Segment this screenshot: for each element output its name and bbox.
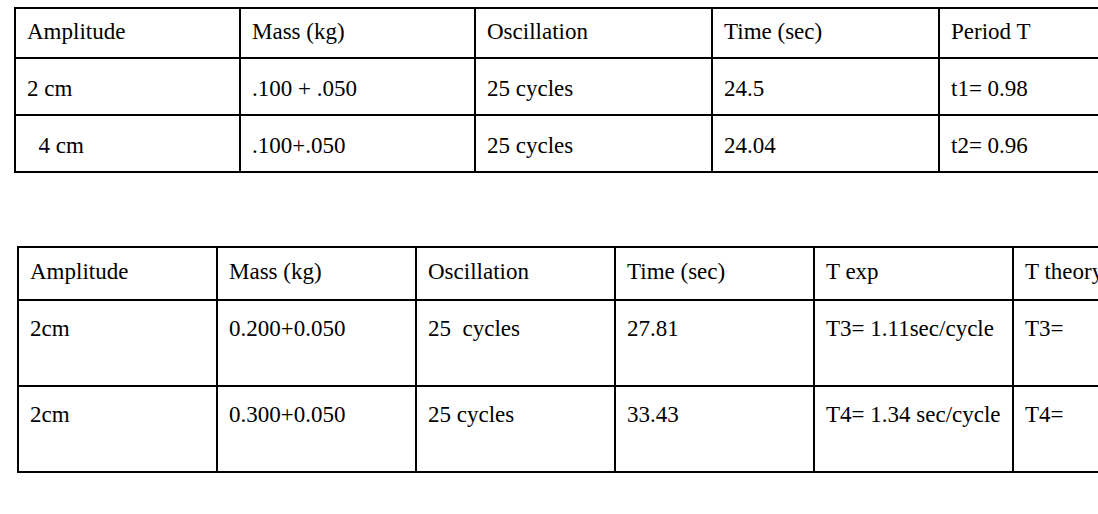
document-page: Amplitude Mass (kg) Oscillation Time (se… <box>0 0 1098 514</box>
table2-header-row: Amplitude Mass (kg) Oscillation Time (se… <box>18 247 1098 300</box>
oscillation-cell: 25 cycles <box>416 300 615 386</box>
t-theory-cell: T4= <box>1013 386 1098 472</box>
table-row: 4 cm .100+.050 25 cycles 24.04 t2= 0.96 <box>15 115 1098 172</box>
column-header-oscillation: Oscillation <box>416 247 615 300</box>
amplitude-cell: 4 cm <box>15 115 240 172</box>
mass-cell: 0.200+0.050 <box>217 300 416 386</box>
t-exp-cell: T3= 1.11sec/cycle <box>814 300 1013 386</box>
column-header-time: Time (sec) <box>712 8 939 58</box>
column-header-period: Period T <box>939 8 1098 58</box>
column-header-mass: Mass (kg) <box>217 247 416 300</box>
table-row: 2cm 0.200+0.050 25 cycles 27.81 T3= 1.11… <box>18 300 1098 386</box>
time-cell: 24.04 <box>712 115 939 172</box>
column-header-amplitude: Amplitude <box>18 247 217 300</box>
table1-header-row: Amplitude Mass (kg) Oscillation Time (se… <box>15 8 1098 58</box>
results-table-1: Amplitude Mass (kg) Oscillation Time (se… <box>14 7 1098 173</box>
table-row: 2cm 0.300+0.050 25 cycles 33.43 T4= 1.34… <box>18 386 1098 472</box>
period-cell: t2= 0.96 <box>939 115 1098 172</box>
mass-value: 0.200+0.050 <box>229 313 345 344</box>
table-row: 2 cm .100 + .050 25 cycles 24.5 t1= 0.98 <box>15 58 1098 115</box>
oscillation-cell: 25 cycles <box>475 58 712 115</box>
column-header-oscillation: Oscillation <box>475 8 712 58</box>
period-cell: t1= 0.98 <box>939 58 1098 115</box>
time-cell: 24.5 <box>712 58 939 115</box>
amplitude-cell: 2cm <box>18 386 217 472</box>
amplitude-cell: 2cm <box>18 300 217 386</box>
column-header-time: Time (sec) <box>615 247 814 300</box>
mass-cell: .100+.050 <box>240 115 475 172</box>
column-header-mass: Mass (kg) <box>240 8 475 58</box>
column-header-t-theory: T theory <box>1013 247 1098 300</box>
results-table-2: Amplitude Mass (kg) Oscillation Time (se… <box>17 246 1098 473</box>
t-exp-cell: T4= 1.34 sec/cycle <box>814 386 1013 472</box>
t-theory-cell: T3= <box>1013 300 1098 386</box>
mass-cell: 0.300+0.050 <box>217 386 416 472</box>
mass-cell: .100 + .050 <box>240 58 475 115</box>
oscillation-cell: 25 cycles <box>475 115 712 172</box>
column-header-t-exp: T exp <box>814 247 1013 300</box>
oscillation-cell: 25 cycles <box>416 386 615 472</box>
amplitude-cell: 2 cm <box>15 58 240 115</box>
column-header-amplitude: Amplitude <box>15 8 240 58</box>
time-cell: 27.81 <box>615 300 814 386</box>
time-cell: 33.43 <box>615 386 814 472</box>
mass-value: 0.300+0.050 <box>229 399 345 430</box>
